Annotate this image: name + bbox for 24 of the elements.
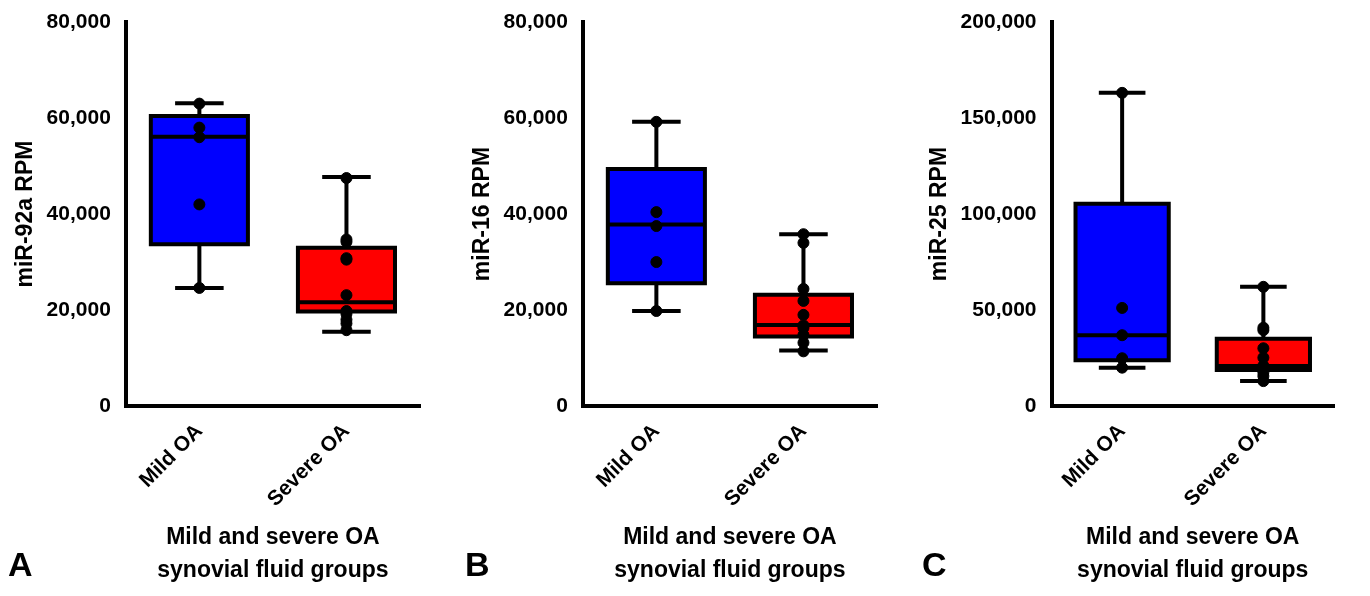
y-axis-title: miR-25 RPM — [925, 146, 952, 282]
y-tick-label: 40,000 — [503, 200, 568, 224]
y-tick-label: 100,000 — [960, 200, 1037, 224]
x-axis-title: Mild and severe OA synovial fluid groups — [613, 522, 847, 584]
y-tick-label: 60,000 — [503, 104, 568, 128]
y-tick-label: 50,000 — [972, 296, 1037, 320]
y-tick-label: 20,000 — [46, 296, 111, 320]
text: B — [465, 545, 490, 584]
y-tick-label: 60,000 — [46, 104, 111, 128]
x-axis-title: Mild and severe OA synovial fluid groups — [1076, 522, 1310, 584]
y-tick-label: 0 — [99, 392, 111, 416]
y-axis-title: miR-16 RPM — [468, 146, 495, 282]
y-tick-label: 0 — [1024, 392, 1037, 416]
y-tick-label: 150,000 — [960, 104, 1037, 128]
y-tick-label: 80,000 — [503, 8, 568, 32]
y-tick-label: 0 — [556, 392, 568, 416]
y-tick-label: 200,000 — [960, 8, 1037, 32]
x-axis-title: Mild and severe OA synovial fluid groups — [156, 522, 390, 584]
text: C — [922, 545, 947, 584]
y-axis-title: miR-92a RPM — [11, 140, 38, 288]
text: A — [8, 545, 33, 584]
y-tick-label: 40,000 — [46, 200, 111, 224]
y-tick-label: 20,000 — [503, 296, 568, 320]
y-tick-label: 80,000 — [46, 8, 111, 32]
